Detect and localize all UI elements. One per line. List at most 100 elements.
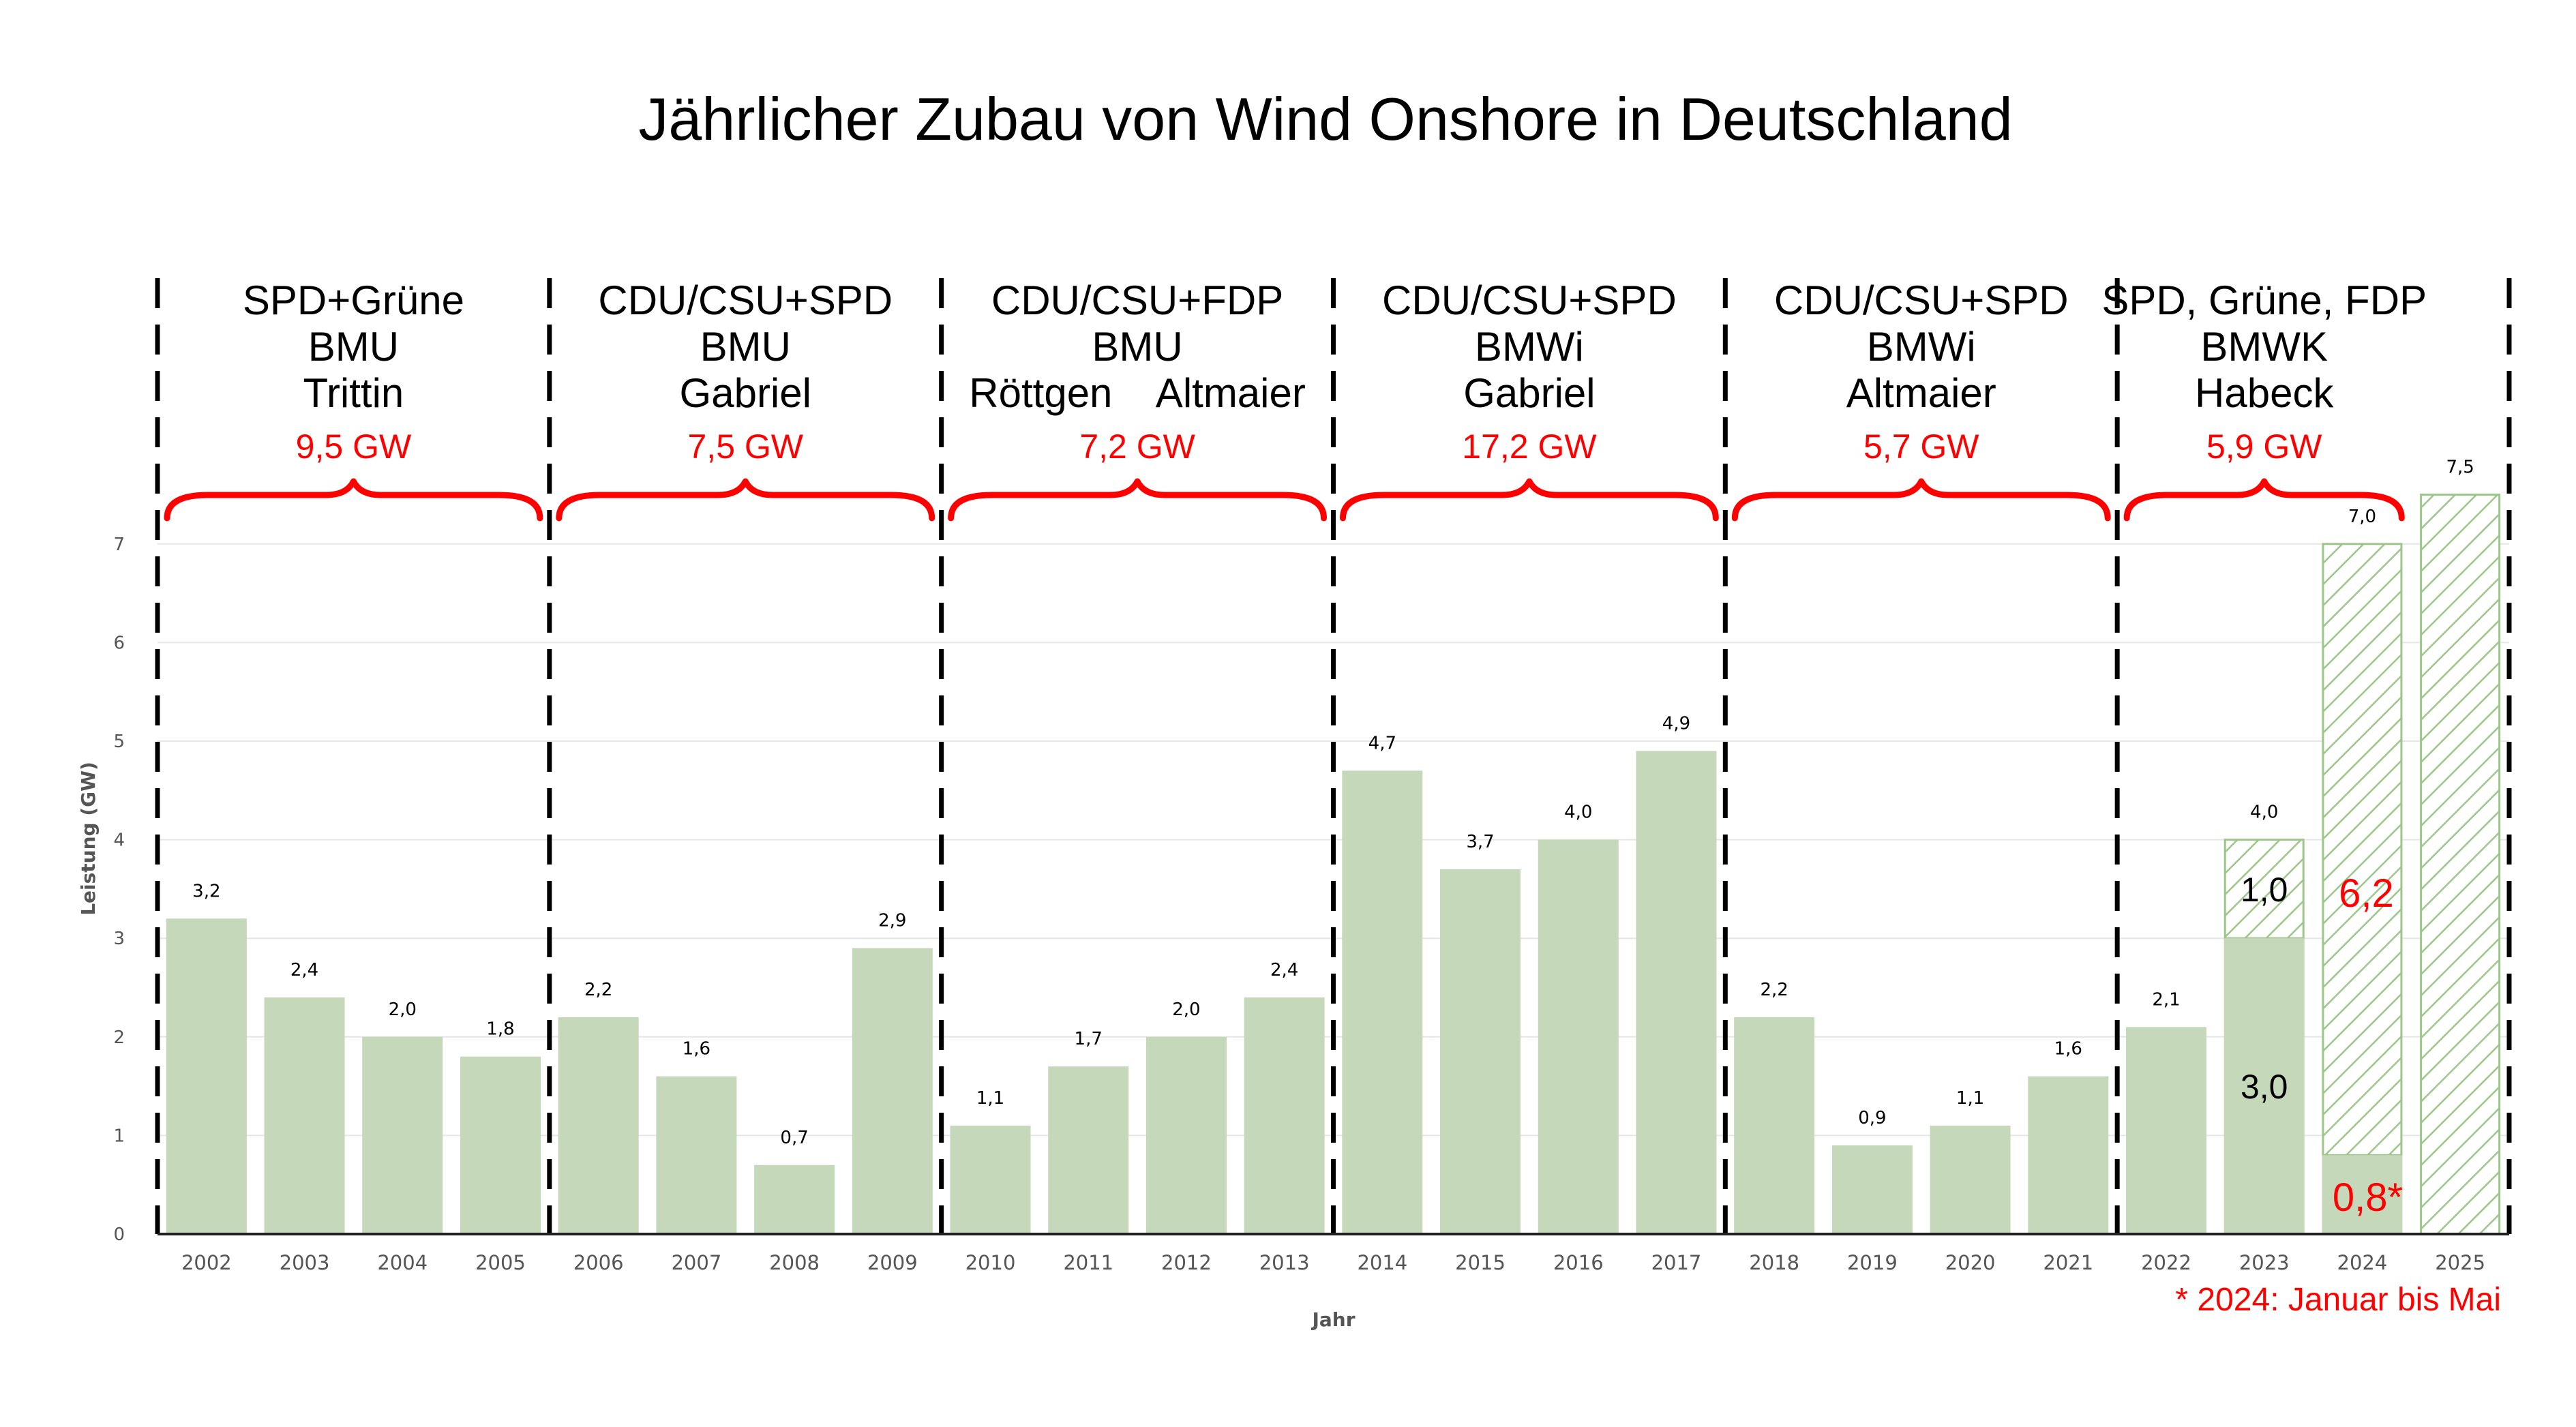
data-label-2010: 1,1 bbox=[976, 1088, 1004, 1109]
government-brace bbox=[1731, 478, 2111, 522]
data-label-2009: 2,9 bbox=[878, 911, 906, 931]
y-tick-label: 2 bbox=[113, 1027, 125, 1048]
bar-2024 bbox=[2322, 1155, 2403, 1234]
axes: 0 1 2 3 4 5 6 7 2002 2003 2004 2005 2006 2007 2008 2009… bbox=[113, 535, 2509, 1274]
footnote: * 2024: Januar bis Mai bbox=[2175, 1282, 2501, 1318]
bar-2009 bbox=[852, 948, 933, 1234]
government-label-line: Gabriel bbox=[680, 370, 811, 416]
y-axis-label: Leistung (GW) bbox=[77, 762, 100, 916]
bar-2010 bbox=[950, 1125, 1031, 1234]
government-label-line: BMWi bbox=[1867, 324, 1976, 370]
bar-2013 bbox=[1244, 997, 1325, 1234]
x-tick-label: 2021 bbox=[2043, 1251, 2093, 1274]
government-label-line: Gabriel bbox=[1463, 370, 1595, 416]
data-label-2004: 2,0 bbox=[389, 1000, 417, 1020]
x-tick-label: 2003 bbox=[280, 1251, 330, 1274]
y-tick-label: 3 bbox=[113, 929, 125, 949]
government-total: 7,5 GW bbox=[688, 427, 804, 466]
bar-2007 bbox=[656, 1076, 737, 1234]
data-label-2012: 2,0 bbox=[1172, 1000, 1200, 1020]
bar-2016 bbox=[1538, 839, 1619, 1234]
bar-2017 bbox=[1636, 751, 1717, 1234]
x-tick-label: 2017 bbox=[1651, 1251, 1702, 1274]
x-tick-label: 2002 bbox=[181, 1251, 232, 1274]
government-brace bbox=[164, 478, 543, 522]
government-label-line: CDU/CSU+FDP bbox=[991, 277, 1283, 323]
x-tick-label: 2019 bbox=[1847, 1251, 1898, 1274]
bar-2003 bbox=[264, 997, 345, 1234]
data-label-2018: 2,2 bbox=[1761, 980, 1788, 1000]
x-tick-label: 2009 bbox=[867, 1251, 918, 1274]
government-dividers bbox=[155, 278, 2512, 1234]
government-brace bbox=[2123, 478, 2405, 522]
segment-label-planned-2023: 1,0 bbox=[2241, 871, 2288, 909]
x-tick-label: 2013 bbox=[1259, 1251, 1310, 1274]
data-label-2014: 4,7 bbox=[1368, 733, 1396, 753]
government-total: 17,2 GW bbox=[1462, 427, 1597, 466]
x-tick-label: 2014 bbox=[1357, 1251, 1407, 1274]
government-label-line: CDU/CSU+SPD bbox=[598, 277, 893, 323]
government-label-line: BMU bbox=[700, 324, 791, 370]
y-tick-label: 4 bbox=[113, 830, 125, 851]
government-label-line: CDU/CSU+SPD bbox=[1382, 277, 1677, 323]
government-label-line: BMU bbox=[308, 324, 399, 370]
x-tick-label: 2024 bbox=[2337, 1251, 2388, 1274]
government-total: 5,9 GW bbox=[2206, 427, 2322, 466]
government-label-line: BMWK bbox=[2200, 324, 2328, 370]
government-label-line: Röttgen Altmaier bbox=[969, 370, 1306, 416]
x-tick-label: 2007 bbox=[671, 1251, 721, 1274]
bar-2012 bbox=[1145, 1036, 1227, 1234]
bar-2004 bbox=[362, 1036, 443, 1234]
x-tick-label: 2004 bbox=[377, 1251, 428, 1274]
data-label-2024: 7,0 bbox=[2348, 507, 2376, 527]
x-tick-label: 2012 bbox=[1161, 1251, 1212, 1274]
government-label-line: Habeck bbox=[2195, 370, 2334, 416]
x-tick-label: 2008 bbox=[769, 1251, 820, 1274]
data-label-2003: 2,4 bbox=[290, 960, 318, 980]
x-tick-label: 2018 bbox=[1749, 1251, 1799, 1274]
government-total: 7,2 GW bbox=[1079, 427, 1195, 466]
bar-2023 bbox=[2223, 938, 2305, 1234]
bar-2015 bbox=[1440, 869, 1521, 1234]
bar-2018 bbox=[1734, 1017, 1815, 1234]
government-label-line: SPD+Grüne bbox=[243, 277, 464, 323]
x-tick-label: 2023 bbox=[2239, 1251, 2290, 1274]
government-brace bbox=[948, 478, 1327, 522]
data-label-2022: 2,1 bbox=[2152, 989, 2180, 1010]
data-label-2023: 4,0 bbox=[2250, 802, 2278, 823]
bar-2006 bbox=[558, 1017, 639, 1234]
x-tick-label: 2016 bbox=[1553, 1251, 1604, 1274]
x-tick-label: 2006 bbox=[573, 1251, 624, 1274]
segment-label-actual-2024: 0,8* bbox=[2333, 1175, 2403, 1220]
government-label-line: Altmaier bbox=[1846, 370, 1996, 416]
bar-2002 bbox=[166, 918, 247, 1234]
data-label-2006: 2,2 bbox=[584, 980, 612, 1000]
y-tick-label: 0 bbox=[113, 1225, 125, 1245]
bar-2019 bbox=[1831, 1145, 1913, 1234]
government-brace bbox=[556, 478, 935, 522]
bar-2005 bbox=[460, 1056, 541, 1234]
data-label-2015: 3,7 bbox=[1466, 832, 1494, 852]
bar-2008 bbox=[754, 1165, 835, 1234]
data-label-2021: 1,6 bbox=[2054, 1039, 2082, 1060]
bar-planned-2023 bbox=[2223, 839, 2305, 940]
government-label-line: SPD, Grüne, FDP bbox=[2101, 277, 2427, 323]
data-label-2019: 0,9 bbox=[1858, 1108, 1886, 1128]
bar-2014 bbox=[1342, 770, 1423, 1234]
x-tick-label: 2025 bbox=[2435, 1251, 2485, 1274]
bar-planned-2025 bbox=[2420, 494, 2501, 1235]
y-tick-label: 1 bbox=[113, 1126, 125, 1146]
government-total: 9,5 GW bbox=[296, 427, 412, 466]
data-label-2025: 7,5 bbox=[2446, 457, 2474, 478]
x-tick-label: 2010 bbox=[965, 1251, 1016, 1274]
data-label-2002: 3,2 bbox=[192, 881, 220, 901]
y-tick-label: 6 bbox=[113, 633, 125, 653]
segment-label-planned-2024: 6,2 bbox=[2339, 871, 2394, 916]
government-label-line: BMWi bbox=[1475, 324, 1584, 370]
data-label-2011: 1,7 bbox=[1075, 1029, 1103, 1049]
x-axis-label: Jahr bbox=[1311, 1308, 1355, 1331]
government-label-line: CDU/CSU+SPD bbox=[1774, 277, 2069, 323]
